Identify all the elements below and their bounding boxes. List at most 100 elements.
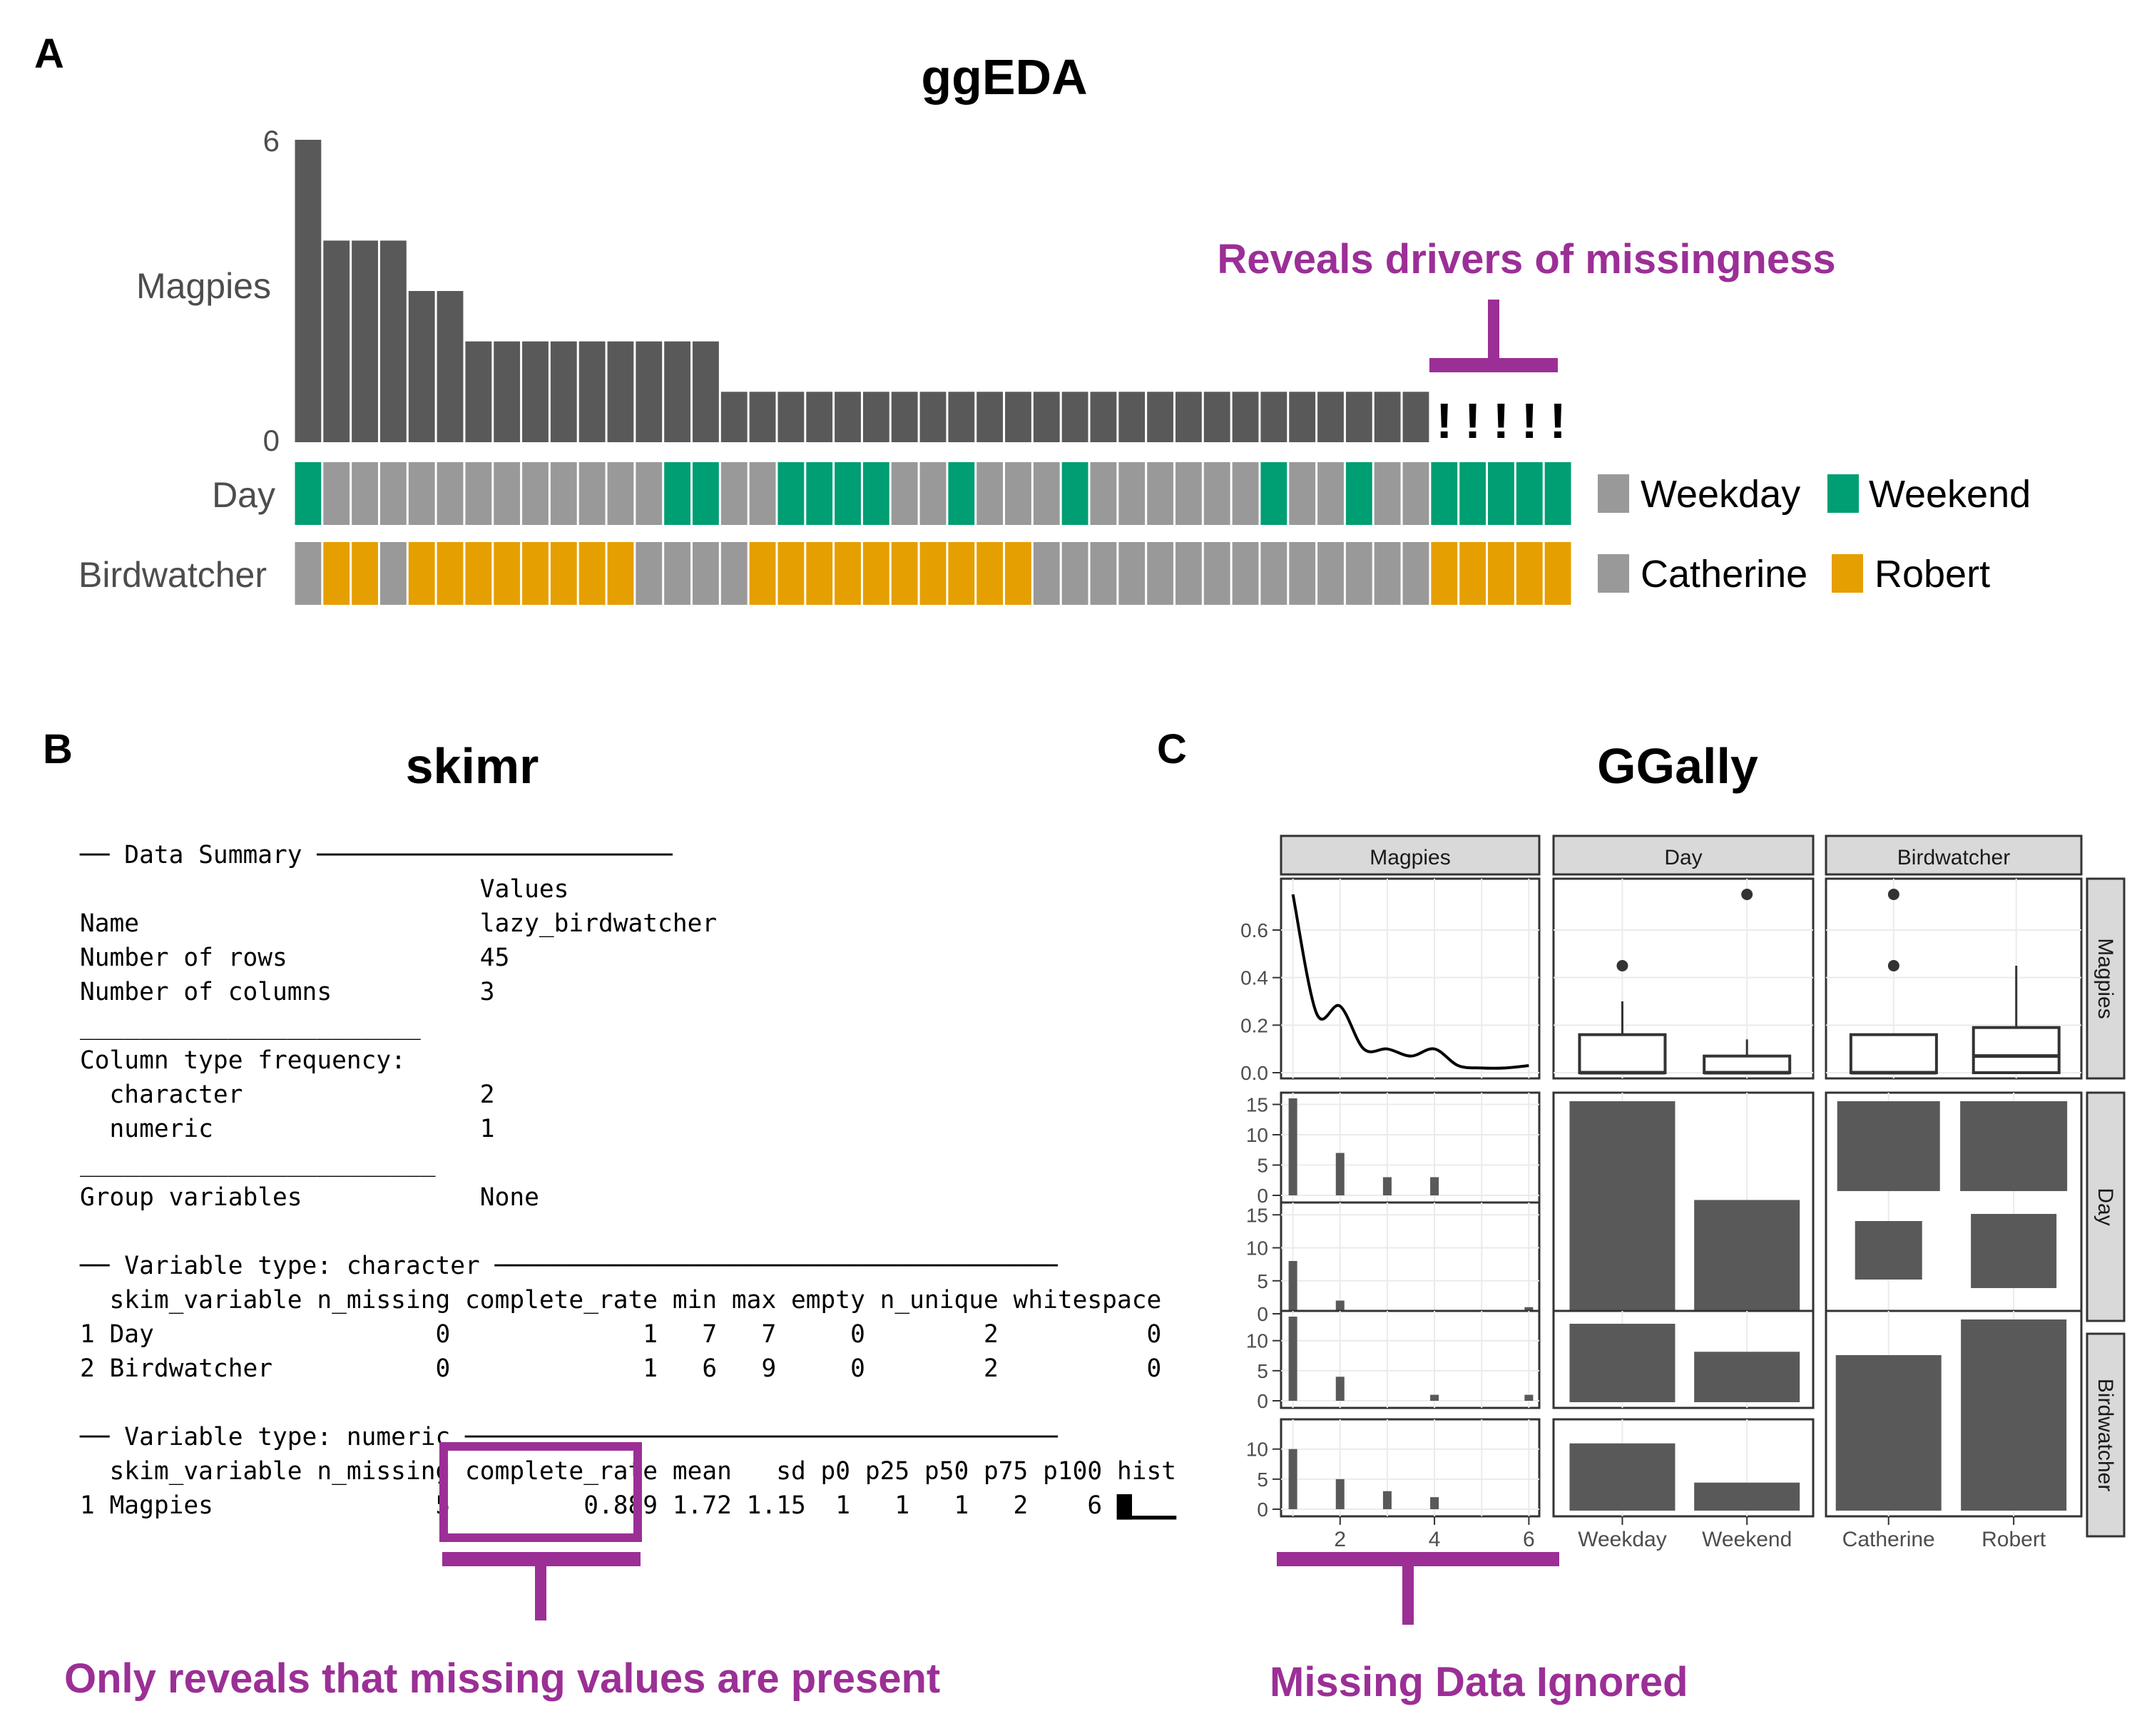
birdwatcher-tile-41 bbox=[1431, 542, 1458, 605]
magpie-bar-39 bbox=[1374, 392, 1401, 442]
day-tile-9 bbox=[522, 462, 549, 525]
strip-right-0 bbox=[2086, 877, 2126, 1080]
birdwatcher-tile-45 bbox=[1544, 542, 1571, 605]
magpie-bar-33 bbox=[1203, 392, 1230, 442]
day-tile-5 bbox=[408, 462, 435, 525]
bird-x-tick-1: Robert bbox=[1982, 1528, 2046, 1551]
birdwatcher-tile-28 bbox=[1061, 542, 1088, 605]
birdwatcher-tile-33 bbox=[1203, 542, 1230, 605]
console-line-14: skim_variable n_missing complete_rate mi… bbox=[80, 1286, 1161, 1314]
day-row-label: Day bbox=[212, 475, 275, 515]
bird-day-cat-weekend bbox=[1855, 1221, 1922, 1280]
magpies-x-tick-1: 4 bbox=[1429, 1528, 1441, 1551]
hist-panel-0 bbox=[1280, 1091, 1541, 1204]
legend-robert-swatch bbox=[1832, 554, 1863, 593]
birdwatcher-tile-4 bbox=[379, 542, 407, 605]
console-line-13: ── Variable type: character ────────────… bbox=[79, 1252, 1059, 1280]
birdwatcher-tile-12 bbox=[607, 542, 634, 605]
console-line-1: ── Data Summary ──────────────────────── bbox=[79, 841, 673, 869]
legend-catherine-label: Catherine bbox=[1641, 553, 1807, 596]
missing-mark-45: ! bbox=[1549, 393, 1566, 449]
birdwatcher-tile-39 bbox=[1374, 542, 1401, 605]
strip-top-label-1: Day bbox=[1664, 846, 1702, 869]
birdwatcher-tile-32 bbox=[1175, 542, 1202, 605]
magpie-bar-23 bbox=[919, 392, 947, 442]
birdwatcher-tile-31 bbox=[1147, 542, 1173, 605]
hist-y-tick-3-2: 10 bbox=[1246, 1439, 1268, 1461]
magpie-bar-17 bbox=[749, 392, 776, 442]
magpie-bar-31 bbox=[1147, 392, 1173, 442]
birdwatcher-tiles bbox=[295, 542, 1571, 605]
magpie-bar-2 bbox=[323, 240, 350, 442]
day-tile-34 bbox=[1232, 462, 1259, 525]
day-x-tick-1: Weekend bbox=[1702, 1528, 1792, 1551]
day-tile-15 bbox=[693, 462, 719, 525]
complete-rate-highlight bbox=[439, 1442, 642, 1542]
console-line-9: numeric 1 bbox=[80, 1115, 495, 1143]
magpies-axis-label: Magpies bbox=[136, 266, 271, 306]
hist-bar-2-3 bbox=[1524, 1394, 1534, 1401]
hist-bar-3-3 bbox=[1430, 1497, 1439, 1509]
birdwatcher-tile-2 bbox=[323, 542, 350, 605]
hist-y-tick-1-2: 10 bbox=[1246, 1237, 1268, 1260]
legend-birdwatcher: Catherine Robert bbox=[1598, 553, 1990, 596]
day-tiles bbox=[295, 462, 1571, 525]
hist-bar-3-0 bbox=[1288, 1449, 1297, 1509]
birdwatcher-tile-36 bbox=[1289, 542, 1316, 605]
hist-bar-1-0 bbox=[1288, 1261, 1297, 1314]
day-bird-bar-0-0 bbox=[1569, 1324, 1676, 1402]
console-line-19: skim_variable n_missing complete_rate me… bbox=[80, 1457, 1176, 1486]
birdwatcher-tile-10 bbox=[550, 542, 577, 605]
day-tile-22 bbox=[891, 462, 918, 525]
console-line-11: Group variables None bbox=[80, 1183, 539, 1212]
strip-right-1 bbox=[2086, 1091, 2126, 1322]
density-panel bbox=[1280, 877, 1541, 1080]
magpie-bar-24 bbox=[948, 392, 975, 442]
y-tick-6: 6 bbox=[263, 124, 280, 158]
box-outlier-0-0 bbox=[1616, 960, 1628, 971]
birdwatcher-tile-43 bbox=[1488, 542, 1514, 605]
day-tile-12 bbox=[607, 462, 634, 525]
panel-c-label: C bbox=[1157, 726, 1187, 772]
hist-y-tick-3-0: 0 bbox=[1257, 1498, 1268, 1521]
day-tile-28 bbox=[1061, 462, 1088, 525]
magpie-bar-3 bbox=[352, 240, 378, 442]
day-tile-8 bbox=[494, 462, 521, 525]
box-body-2 bbox=[1849, 1033, 1938, 1074]
missing-marks: !!!!! bbox=[1436, 393, 1566, 449]
magpie-bar-29 bbox=[1090, 392, 1117, 442]
day-tile-27 bbox=[1033, 462, 1060, 525]
magpie-bar-30 bbox=[1118, 392, 1146, 442]
bird-x-tick-0: Catherine bbox=[1842, 1528, 1935, 1551]
panel-b-title: skimr bbox=[406, 738, 539, 794]
day-tile-13 bbox=[636, 462, 663, 525]
console-line-15: 1 Day 0 1 7 7 0 2 0 bbox=[80, 1320, 1161, 1349]
legend-robert-label: Robert bbox=[1875, 553, 1990, 596]
day-tile-10 bbox=[550, 462, 577, 525]
console-line-2: Values bbox=[80, 875, 568, 904]
hist-bar-2-0 bbox=[1288, 1317, 1297, 1401]
day-tile-37 bbox=[1317, 462, 1344, 525]
day-tile-11 bbox=[578, 462, 606, 525]
magpie-bar-19 bbox=[806, 392, 833, 442]
annotation-a-text: Reveals drivers of missingness bbox=[1217, 236, 1835, 282]
day-tile-3 bbox=[352, 462, 378, 525]
hist-y-tick-1-0: 0 bbox=[1257, 1303, 1268, 1325]
birdwatcher-tile-11 bbox=[578, 542, 606, 605]
birdwatcher-tile-38 bbox=[1345, 542, 1372, 605]
annotation-c-bracket bbox=[1277, 1552, 1559, 1566]
hist-bar-3-2 bbox=[1382, 1491, 1392, 1509]
birdwatcher-tile-17 bbox=[749, 542, 776, 605]
console-line-20: 1 Magpies 5 0.889 1.72 1.15 1 1 1 2 6 ▇▁… bbox=[80, 1491, 1177, 1520]
day-tile-42 bbox=[1459, 462, 1486, 525]
panel-c: C GGally Magpies Day Birdwatcher Magpies Day… bbox=[1157, 726, 2126, 1705]
density-curve bbox=[1291, 894, 1529, 1070]
birdwatcher-tile-29 bbox=[1090, 542, 1117, 605]
birdwatcher-tile-5 bbox=[408, 542, 435, 605]
box-body-3 bbox=[1972, 1026, 2061, 1074]
strip-right-label-1: Day bbox=[2093, 1188, 2117, 1225]
strip-right-2 bbox=[2086, 1332, 2126, 1538]
hist-bar-0-1 bbox=[1335, 1153, 1345, 1195]
birdwatcher-tile-25 bbox=[976, 542, 1004, 605]
strip-right-label-2: Birdwatcher bbox=[2093, 1379, 2117, 1491]
